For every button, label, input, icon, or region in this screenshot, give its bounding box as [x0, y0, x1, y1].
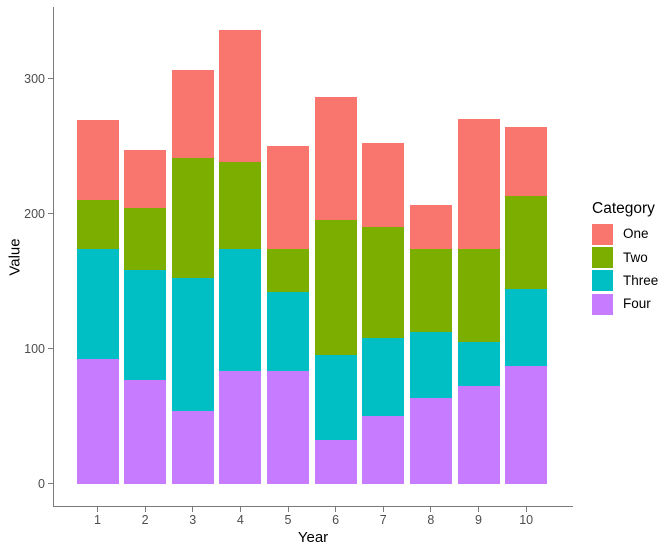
x-tick-label: 8	[427, 513, 435, 527]
bar-segment-four	[409, 398, 452, 484]
x-tick-label: 2	[141, 513, 149, 527]
bar-segment-one	[362, 143, 405, 227]
y-tick	[48, 483, 53, 484]
x-tick-label: 3	[189, 513, 197, 527]
x-tick	[335, 507, 337, 512]
bar-segment-one	[409, 205, 452, 249]
x-tick	[97, 507, 98, 512]
bar-segment-one	[505, 127, 548, 196]
bar-segment-two	[505, 195, 548, 290]
bar-segment-one	[171, 70, 214, 159]
x-tick	[430, 507, 432, 512]
x-tick-label: 5	[284, 513, 292, 527]
x-tick-label: 6	[332, 513, 340, 527]
legend-label: Three	[623, 273, 659, 289]
bar-segment-three	[362, 337, 405, 416]
y-tick-label: 200	[24, 206, 45, 221]
legend-label: Four	[623, 296, 651, 312]
y-tick	[48, 213, 53, 214]
x-tick	[192, 507, 194, 512]
bar-segment-one	[314, 97, 357, 221]
bar-year-4	[219, 29, 262, 484]
bar-segment-four	[267, 371, 310, 484]
y-axis-line	[53, 7, 54, 507]
bar-segment-three	[457, 341, 500, 387]
y-tick-label: 100	[24, 341, 45, 356]
bar-segment-three	[409, 332, 452, 399]
y-tick	[48, 78, 53, 79]
x-tick-label: 1	[94, 513, 101, 527]
x-axis-line	[53, 506, 573, 507]
bar-segment-four	[219, 371, 262, 484]
bar-segment-four	[362, 416, 405, 484]
bar-year-3	[171, 70, 214, 484]
bar-segment-two	[409, 248, 452, 333]
bar-year-9	[457, 119, 500, 484]
bar-segment-four	[171, 410, 214, 484]
bar-segment-three	[124, 270, 167, 380]
x-tick	[525, 507, 527, 512]
bar-year-2	[124, 150, 167, 484]
bar-year-7	[362, 143, 405, 484]
bar-segment-three	[314, 355, 357, 441]
bar-segment-four	[505, 366, 548, 484]
x-tick	[287, 507, 289, 512]
bar-segment-four	[314, 440, 357, 484]
legend-row-three: Three	[592, 270, 659, 292]
bar-year-10	[505, 127, 548, 484]
x-tick	[144, 507, 146, 512]
x-axis-title: Year	[297, 529, 329, 546]
y-tick	[48, 348, 53, 349]
legend-swatch-three	[592, 270, 613, 292]
bar-segment-two	[362, 227, 405, 338]
bar-segment-one	[457, 119, 500, 249]
bar-segment-one	[124, 150, 167, 209]
bar-segment-three	[171, 278, 214, 411]
legend-label: One	[623, 226, 649, 242]
legend-row-two: Two	[592, 246, 658, 268]
bar-segment-two	[219, 162, 262, 249]
bar-year-5	[267, 146, 310, 484]
legend-label: Two	[623, 249, 648, 265]
x-tick	[382, 507, 384, 512]
bar-year-6	[314, 97, 357, 484]
bar-segment-one	[219, 29, 262, 163]
bar-segment-four	[457, 386, 500, 484]
bar-segment-two	[457, 248, 500, 342]
bar-segment-three	[267, 291, 310, 372]
legend-row-one: One	[592, 223, 658, 245]
bar-segment-one	[76, 120, 119, 200]
legend-swatch-two	[592, 246, 613, 268]
x-tick-label: 10	[519, 513, 534, 527]
bar-year-1	[76, 120, 119, 484]
y-tick-label: 0	[38, 476, 45, 491]
bar-segment-three	[219, 248, 262, 372]
x-tick	[239, 507, 241, 512]
legend-rows: One Two Three Four	[592, 223, 659, 315]
bar-segment-four	[124, 379, 167, 484]
y-axis-title: Value	[6, 238, 24, 276]
bar-segment-three	[505, 289, 548, 367]
bar-segment-two	[124, 208, 167, 271]
legend-title: Category	[592, 200, 655, 217]
x-tick-label: 4	[236, 513, 244, 527]
legend-swatch-four	[592, 293, 613, 315]
bar-segment-two	[267, 248, 310, 292]
legend: Category One Two Three Four	[592, 201, 658, 317]
bar-segment-two	[76, 200, 119, 249]
bar-segment-three	[76, 248, 119, 360]
bar-segment-one	[267, 146, 310, 249]
bar-segment-two	[171, 158, 214, 279]
x-tick-label: 7	[379, 513, 387, 527]
bar-segment-two	[314, 220, 357, 356]
y-tick-label: 300	[24, 71, 45, 86]
bar-segment-four	[76, 359, 119, 484]
legend-row-four: Four	[592, 293, 658, 315]
x-tick	[478, 507, 480, 512]
bar-year-8	[409, 205, 452, 484]
legend-swatch-one	[592, 223, 613, 245]
x-tick-label: 9	[475, 513, 482, 527]
